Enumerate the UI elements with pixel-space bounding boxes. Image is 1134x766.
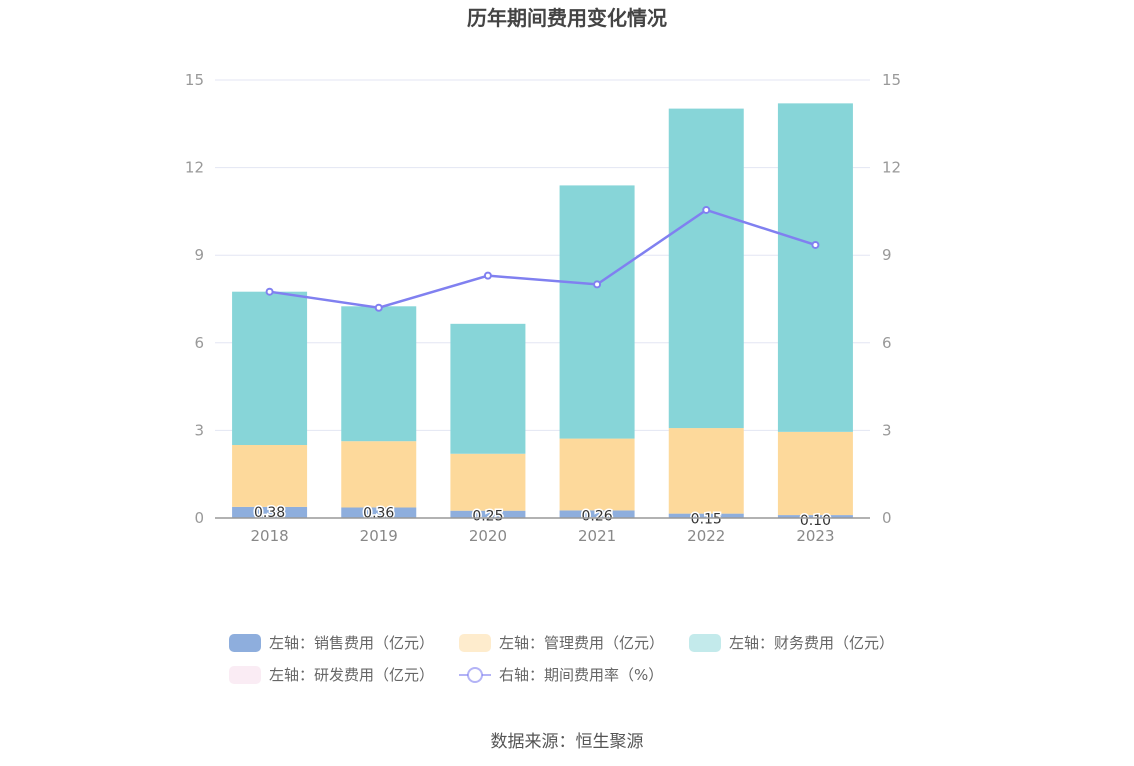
legend-item[interactable]: 左轴：财务费用（亿元） xyxy=(689,634,894,652)
legend-swatch xyxy=(689,634,721,652)
legend-label: 左轴：财务费用（亿元） xyxy=(729,634,894,652)
bar-segment xyxy=(450,510,526,518)
legend-item[interactable]: 左轴：销售费用（亿元） xyxy=(229,634,434,652)
data-label: 0.36 xyxy=(363,505,394,521)
legend-item[interactable]: 左轴：管理费用（亿元） xyxy=(459,634,664,652)
data-label: 0.10 xyxy=(800,513,831,529)
legend-item[interactable]: 右轴：期间费用率（%） xyxy=(459,666,663,684)
x-tick-label: 2023 xyxy=(796,527,834,545)
x-tick-label: 2020 xyxy=(469,527,507,545)
legend-swatch xyxy=(459,634,491,652)
bar-segment xyxy=(777,103,853,432)
bar-segment xyxy=(559,438,635,511)
bars xyxy=(232,103,853,518)
bar-segment xyxy=(668,428,744,514)
bar-segment xyxy=(341,441,417,508)
y-left-tick-label: 12 xyxy=(185,159,204,177)
y-left-tick-label: 6 xyxy=(194,334,204,352)
bar-segment xyxy=(668,108,744,429)
x-tick-label: 2019 xyxy=(360,527,398,545)
legend-item[interactable]: 左轴：研发费用（亿元） xyxy=(229,666,434,684)
bar-segment xyxy=(777,431,853,516)
legend-marker xyxy=(467,667,483,683)
rate-line-path xyxy=(269,208,816,310)
bar-segment xyxy=(559,510,635,518)
chart-title: 历年期间费用变化情况 xyxy=(467,6,667,30)
y-right-tick-label: 6 xyxy=(882,334,892,352)
data-label: 0.15 xyxy=(691,512,722,528)
rate-point xyxy=(374,303,383,312)
rate-point xyxy=(702,205,711,214)
y-right-tick-label: 0 xyxy=(882,509,892,527)
rate-point xyxy=(593,280,602,289)
y-left-tick-label: 15 xyxy=(185,71,204,89)
legend[interactable]: 左轴：销售费用（亿元） 左轴：管理费用（亿元） 左轴：财务费用（亿元） 左轴：研发费用… xyxy=(229,634,894,684)
data-labels: 0.38 0.36 0.25 0.26 0.15 0.10 xyxy=(252,503,832,530)
bar-segment xyxy=(777,515,853,518)
source-note: 数据来源：恒生聚源 xyxy=(491,732,644,752)
bar-segment xyxy=(232,291,308,445)
bar-segment xyxy=(341,507,417,518)
legend-label: 左轴：管理费用（亿元） xyxy=(499,634,664,652)
y-left-tick-label: 0 xyxy=(194,509,204,527)
rate-point xyxy=(265,287,274,296)
x-tick-label: 2021 xyxy=(578,527,616,545)
y-right-tick-label: 9 xyxy=(882,246,892,264)
y-left-tick-label: 9 xyxy=(194,246,204,264)
bar-segment xyxy=(450,323,526,454)
legend-label: 右轴：期间费用率（%） xyxy=(499,666,663,684)
x-tick-label: 2022 xyxy=(687,527,725,545)
bar-segment xyxy=(668,513,744,518)
grid-lines xyxy=(215,79,870,431)
y-right-tick-label: 15 xyxy=(882,71,901,89)
bar-segment xyxy=(450,453,526,511)
bar-segment xyxy=(232,445,308,507)
data-label: 0.26 xyxy=(581,508,612,524)
x-tick-label: 2018 xyxy=(250,527,288,545)
y-left-tick-label: 3 xyxy=(194,421,204,439)
bar-segment xyxy=(232,506,308,518)
rate-line xyxy=(265,205,820,312)
legend-swatch xyxy=(229,666,261,684)
rate-point xyxy=(811,240,820,249)
bar-segment xyxy=(559,185,635,439)
axes: 0 3 6 9 12 15 0 3 6 9 12 15 2018 2019 2020 2021 2022 2023 xyxy=(185,71,901,545)
legend-label: 左轴：研发费用（亿元） xyxy=(269,666,434,684)
rate-point xyxy=(483,271,492,280)
legend-label: 左轴：销售费用（亿元） xyxy=(269,634,434,652)
bar-segment xyxy=(341,306,417,442)
y-right-tick-label: 12 xyxy=(882,159,901,177)
legend-swatch xyxy=(229,634,261,652)
data-label: 0.25 xyxy=(472,509,503,525)
y-right-tick-label: 3 xyxy=(882,421,892,439)
